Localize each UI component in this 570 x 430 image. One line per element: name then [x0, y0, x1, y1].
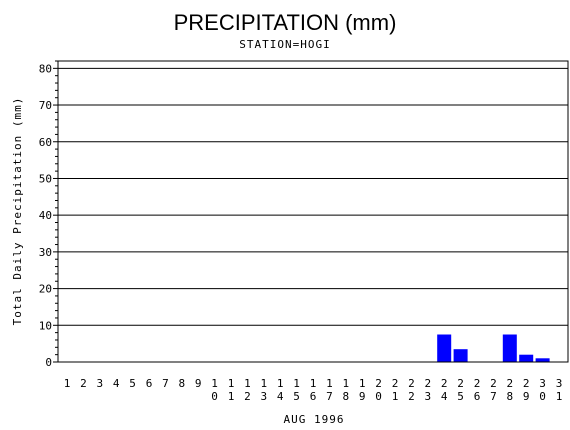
bar	[519, 354, 534, 362]
chart-subtitle: STATION=HOGI	[239, 38, 330, 51]
y-tick-label: 0	[45, 356, 52, 369]
x-tick-label: 8	[178, 377, 185, 390]
x-tick-label: 6	[146, 377, 153, 390]
bar	[502, 334, 517, 362]
x-axis-label: AUG 1996	[284, 413, 345, 426]
bar	[437, 334, 452, 362]
y-tick-label: 40	[39, 209, 52, 222]
bar	[453, 349, 468, 362]
y-tick-label: 20	[39, 283, 52, 296]
y-tick-label: 10	[39, 319, 52, 332]
x-tick-label: 4	[113, 377, 120, 390]
y-tick-label: 70	[39, 99, 52, 112]
y-tick-label: 50	[39, 172, 52, 185]
x-tick-label: 2	[80, 377, 87, 390]
y-axis-label: Total Daily Precipitation (mm)	[11, 97, 24, 326]
bars	[437, 334, 550, 362]
y-axis: 0 10 20 30 40 50 60 70 80	[39, 60, 58, 369]
y-tick-label: 80	[39, 62, 52, 75]
x-tick-label: 7	[162, 377, 169, 390]
gridlines	[58, 67, 568, 326]
bar	[535, 358, 550, 362]
chart-title: PRECIPITATION (mm)	[174, 10, 397, 35]
y-tick-label: 30	[39, 246, 52, 259]
x-tick-label: 9	[195, 377, 202, 390]
plot-frame	[57, 60, 569, 363]
y-tick-label: 60	[39, 136, 52, 149]
x-tick-label: 5	[129, 377, 136, 390]
x-axis: 1 2 3 4 5 6 7 8 9 1 01 11 21 31 41 51 61 71 81 92 02 12 22 32 42…	[64, 377, 563, 403]
x-tick-label: 3	[96, 377, 103, 390]
x-tick-label: 1	[64, 377, 71, 390]
